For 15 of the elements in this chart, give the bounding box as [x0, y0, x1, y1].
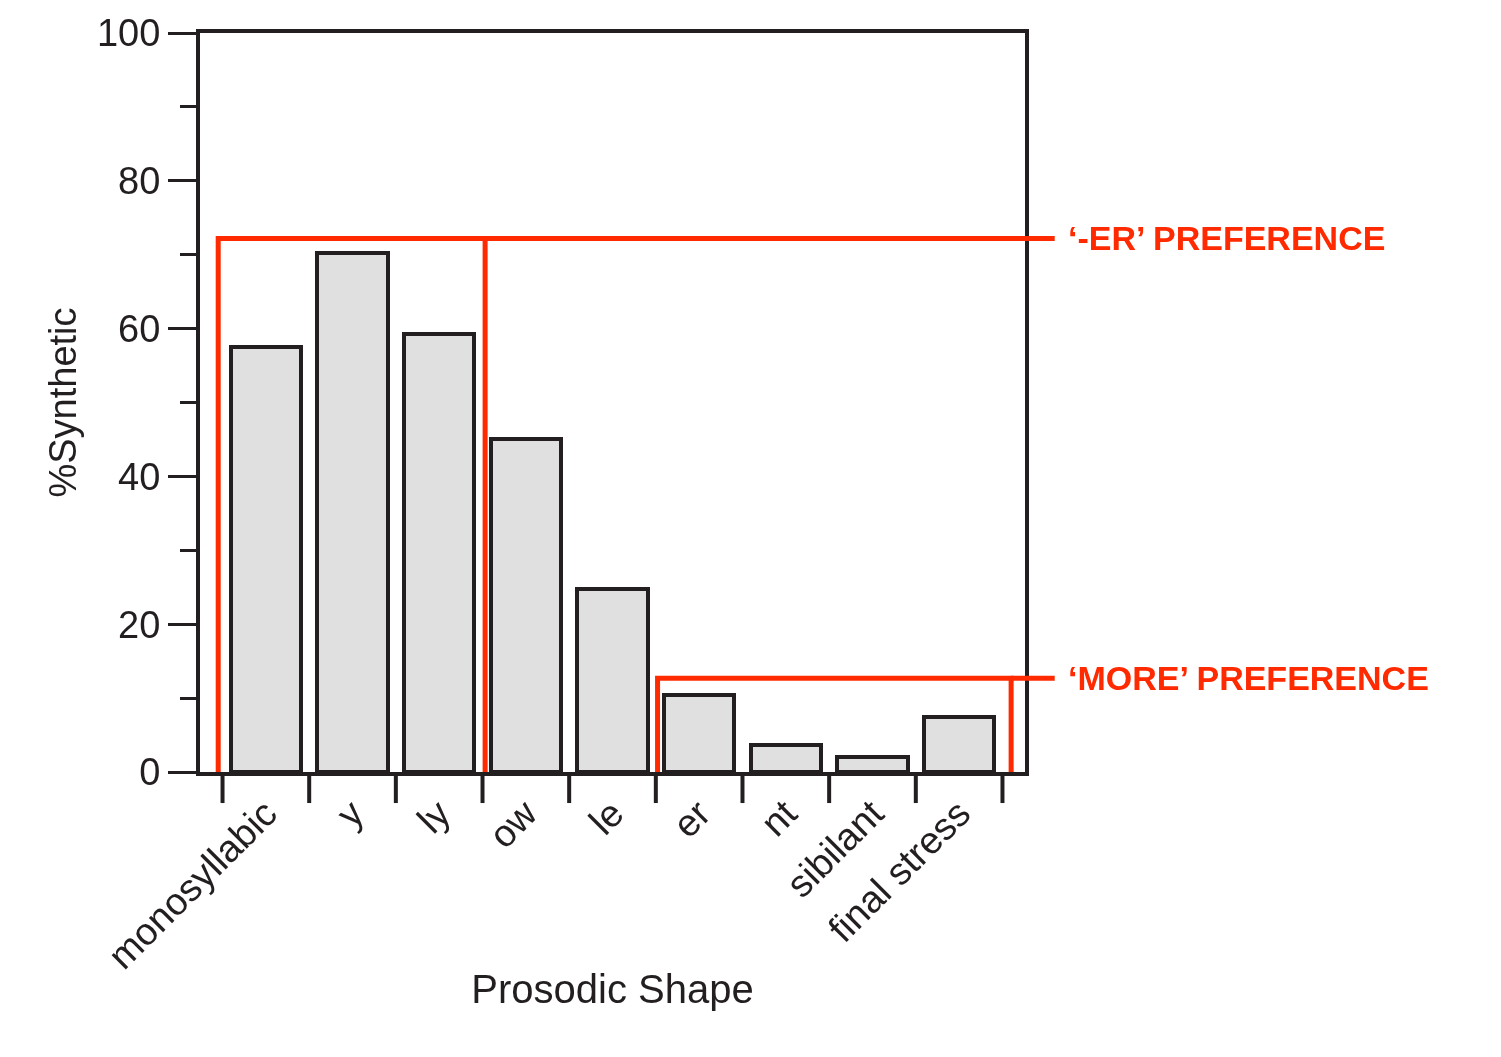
text: ‘-ER’ PREFERENCE	[1068, 219, 1386, 257]
y-axis-title: %Synthetic	[41, 307, 84, 498]
x-tick-label: le	[580, 791, 632, 843]
y-tick-label: 100	[96, 12, 161, 55]
y-tick-label: 60	[118, 307, 161, 350]
y-tick-label: 20	[118, 603, 161, 646]
text: ‘MORE’ PREFERENCE	[1068, 659, 1429, 697]
x-tick-label: y	[328, 791, 372, 836]
y-tick-label: 0	[139, 751, 161, 794]
x-tick-label: ly	[409, 791, 459, 842]
y-tick-label: 40	[118, 455, 161, 498]
y-tick-label: 80	[118, 160, 161, 203]
x-tick-label: er	[664, 791, 719, 846]
x-axis-title: Prosodic Shape	[471, 967, 754, 1012]
x-tick-label: ow	[480, 791, 546, 857]
